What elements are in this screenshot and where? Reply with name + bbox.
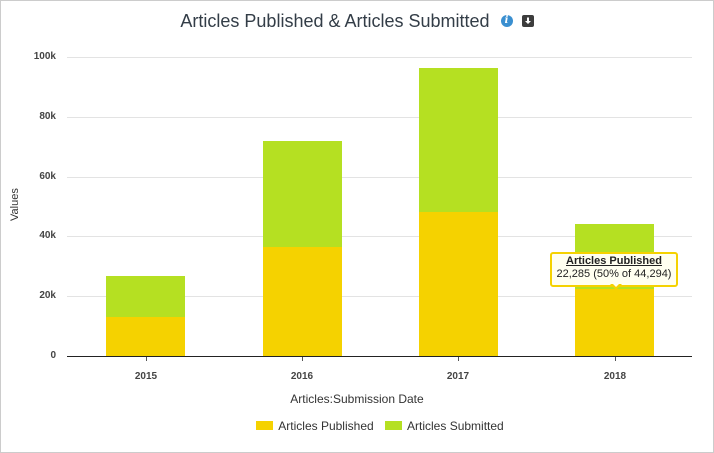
download-icon[interactable] [521,15,534,28]
bar-submitted-2017[interactable] [419,68,498,212]
x-tick-mark [302,357,303,361]
info-icon[interactable]: i [500,15,513,28]
y-tick-label: 0 [50,350,56,361]
y-tick-label: 100k [33,51,56,62]
tooltip: Articles Published 22,285 (50% of 44,294… [550,252,678,287]
tooltip-title: Articles Published [566,255,662,267]
tooltip-pointer [610,284,622,290]
x-tick-label: 2017 [446,371,470,382]
x-tick-label: 2015 [134,371,158,382]
legend-label: Articles Published [278,419,374,433]
legend-swatch-submitted [385,421,403,430]
bar-submitted-2015[interactable] [106,276,185,317]
x-tick-mark [146,357,147,361]
gridline [67,177,692,178]
legend-label: Articles Submitted [407,419,504,433]
legend-item-submitted[interactable]: Articles Submitted [385,419,504,433]
chart-header: Articles Published & Articles Submitted … [0,10,714,32]
x-tick-mark [458,357,459,361]
legend-item-published[interactable]: Articles Published [256,419,374,433]
y-tick-label: 20k [39,290,56,302]
bar-published-2016[interactable] [263,247,342,356]
y-tick-label: 40k [39,230,56,242]
x-axis-line [67,356,692,357]
gridline [67,236,692,237]
y-axis-label: Values [9,188,21,221]
y-tick-label: 60k [39,170,56,182]
legend: Articles Published Articles Submitted [0,419,714,433]
x-tick-mark [615,357,616,361]
tooltip-value: 22,285 (50% of 44,294) [556,268,672,280]
tooltip-pointer-inner [612,283,620,287]
x-axis-label: Articles:Submission Date [290,392,424,406]
chart-title: Articles Published & Articles Submitted [180,10,490,31]
gridline [67,296,692,297]
bar-submitted-2016[interactable] [263,141,342,247]
bar-published-2015[interactable] [106,317,185,356]
bar-published-2018[interactable] [575,289,654,356]
x-tick-label: 2016 [290,371,314,382]
gridline [67,117,692,118]
x-tick-label: 2018 [603,371,627,382]
gridline [67,57,692,58]
y-tick-label: 80k [39,110,56,122]
bar-published-2017[interactable] [419,212,498,356]
legend-swatch-published [256,421,274,430]
